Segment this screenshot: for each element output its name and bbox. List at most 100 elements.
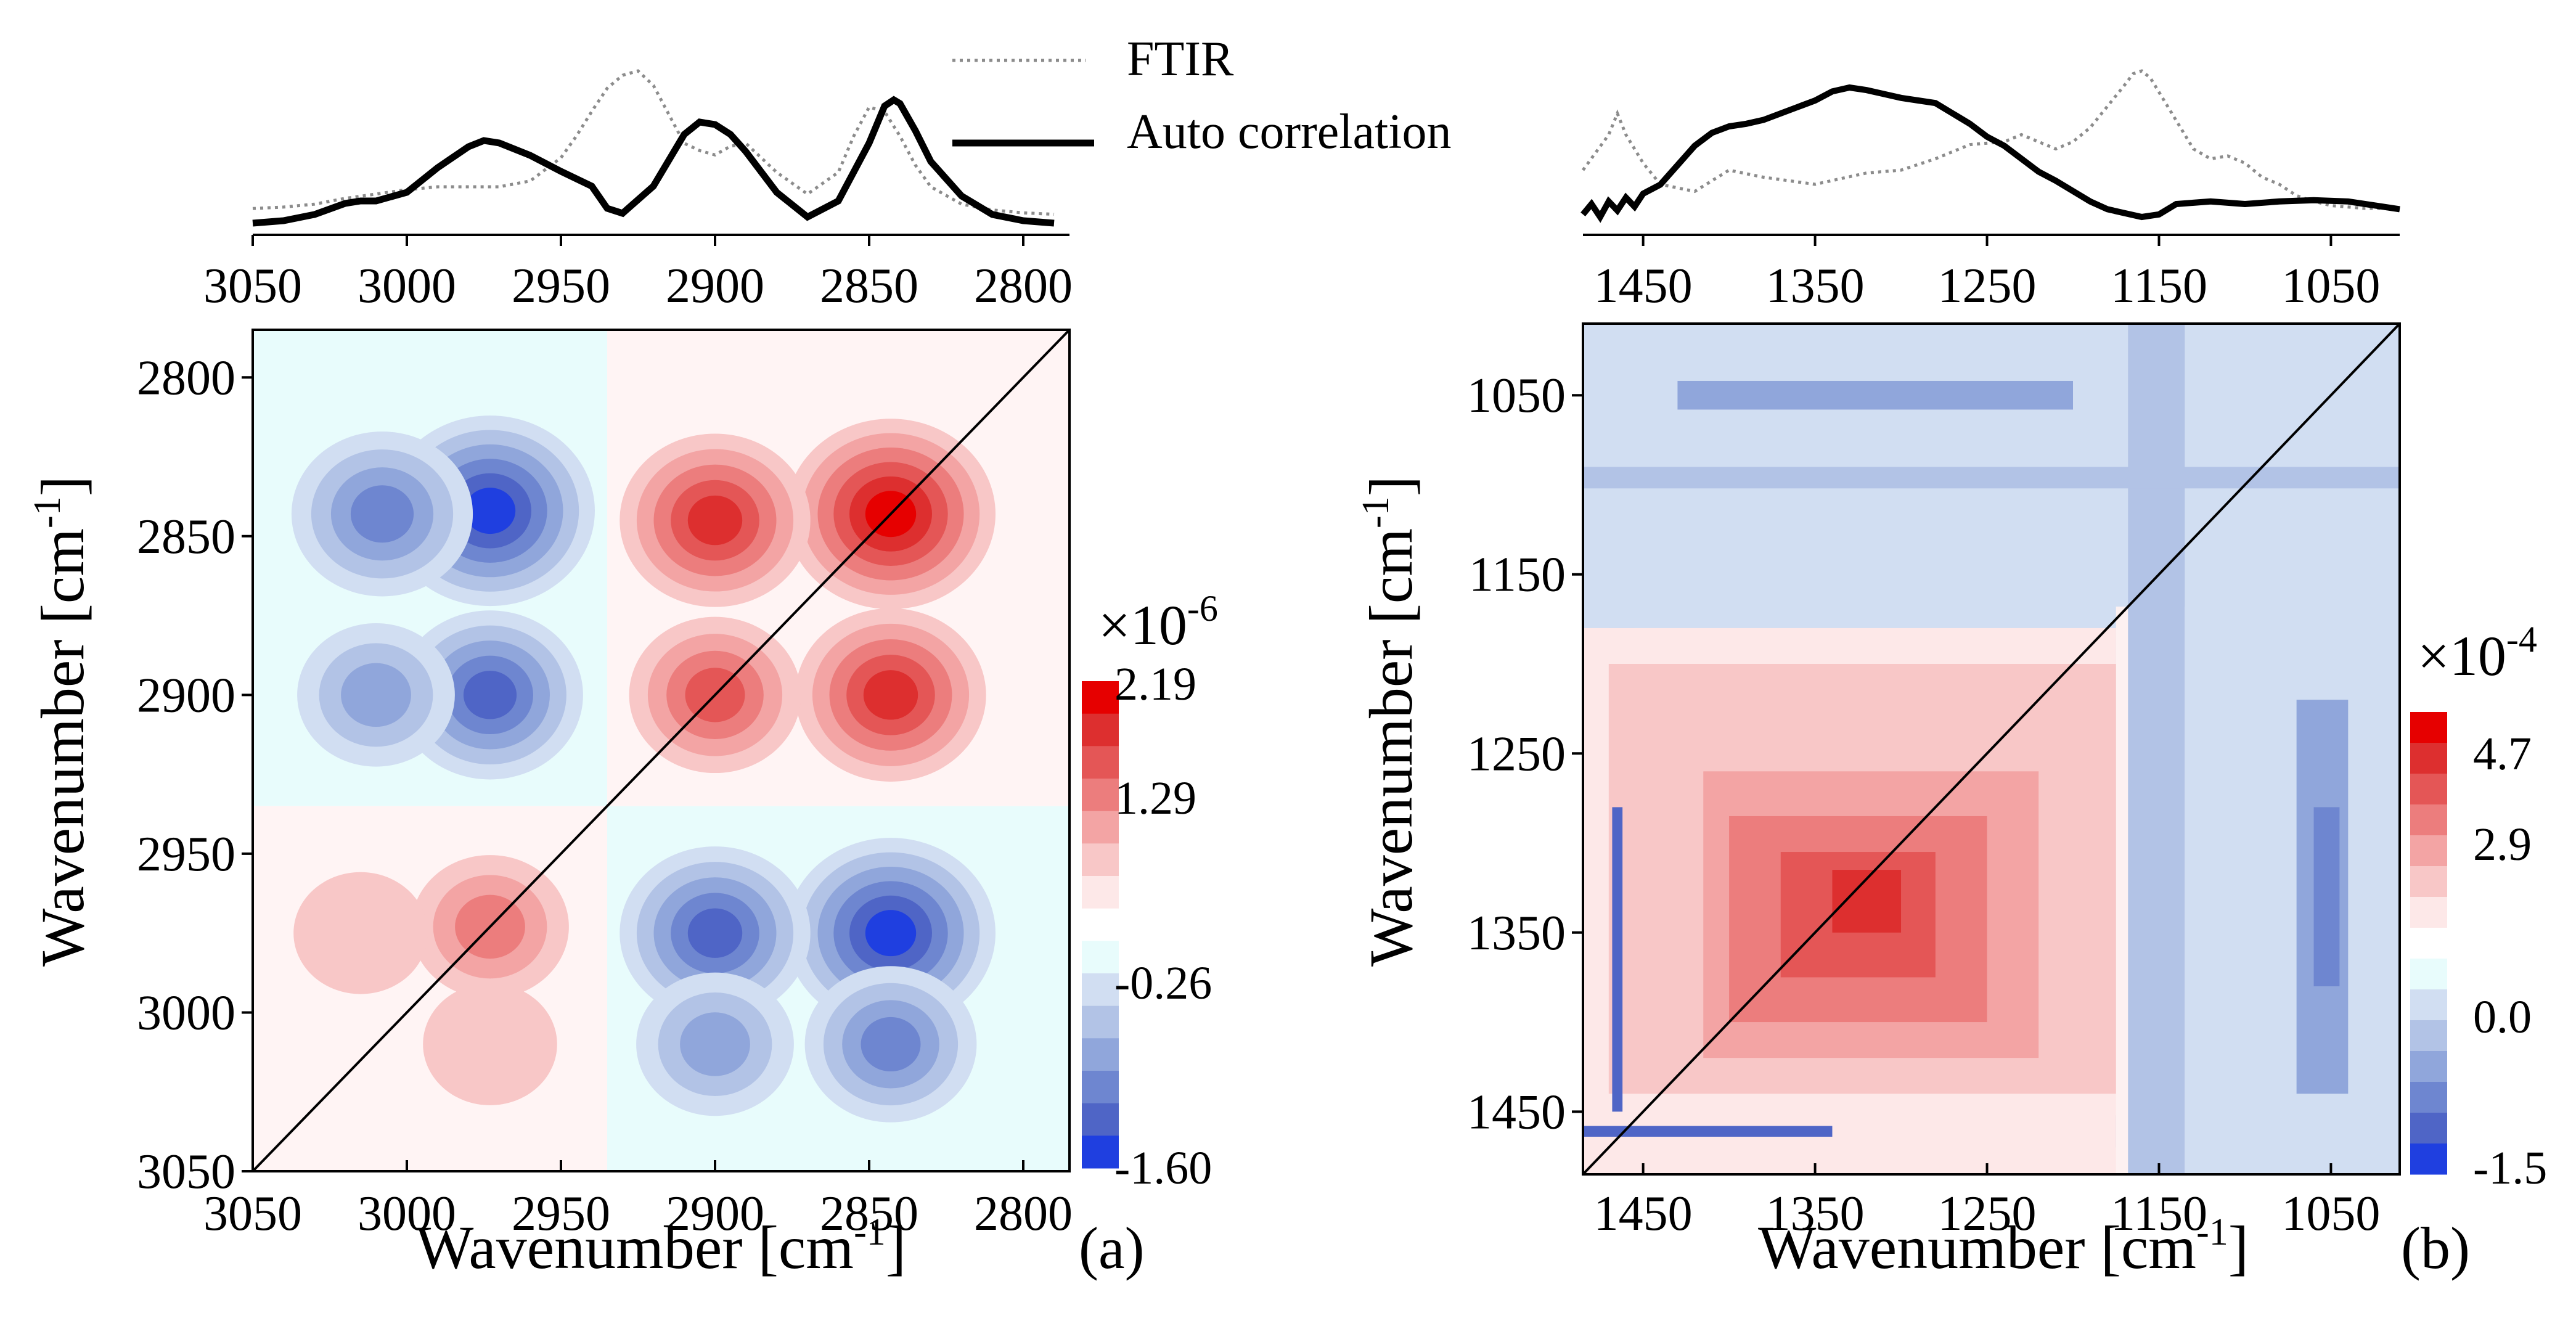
panel-b-colorbar-swatch-10 [2410, 1020, 2447, 1052]
panel-a-top-x-label-2800: 2800 [974, 259, 1073, 313]
panel-b-neg-streak-1150 [1583, 538, 2116, 602]
panel-a-colorbar-swatch-9 [1082, 973, 1119, 1007]
panel-b-colorbar-swatch-3 [2410, 804, 2447, 836]
panel-a-y-axis-title: Wavenumber [cm-1] [27, 476, 97, 967]
panel-b-x-label-1150: 1150 [2111, 1187, 2207, 1241]
panel-a-colorbar-swatch-5 [1082, 843, 1119, 877]
panel-a-contours [291, 415, 996, 1123]
panel-b-neg-streak-1050 [1677, 380, 2073, 410]
panel-b-colorbar-swatch-0 [2410, 712, 2447, 743]
panel-a-heatmap: 3050 3000 2950 2900 2850 2800 2800 2850 2900 295… [137, 329, 1073, 1241]
panel-b-auto-line [1580, 84, 2400, 223]
panel-a-contour-peak9-level4 [463, 671, 517, 719]
panel-a-x-label-2950: 2950 [512, 1187, 610, 1241]
panel-a-colorbar-swatch-8 [1082, 941, 1119, 974]
panel-b-x-axis-title: Wavenumber [cm-1] [1758, 1211, 2249, 1282]
panel-b-y-label-1250: 1250 [1467, 727, 1566, 781]
legend: FTIR Auto correlation [952, 32, 1451, 159]
panel-a-y-label-3000: 3000 [137, 986, 235, 1040]
panel-b-colorbar-swatch-1 [2410, 743, 2447, 774]
panel-a-x-label-3050: 3050 [203, 1187, 302, 1241]
panel-a-x-label-2850: 2850 [820, 1187, 918, 1241]
panel-b-colorbar-label-max: 4.7 [2473, 728, 2532, 780]
panel-a-top-x-label-2850: 2850 [820, 259, 918, 313]
panel-a-top-x-label-2900: 2900 [666, 259, 764, 313]
panel-a-colorbar-label-max: 2.19 [1114, 658, 1196, 710]
panel-a-colorbar-swatch-14 [1082, 1135, 1119, 1169]
panel-b-y-ticks: 1050 1150 1250 1350 1450 [1467, 369, 1583, 1139]
panel-a-colorbar-swatch-13 [1082, 1103, 1119, 1136]
panel-b-neg-streak-1095 [1583, 467, 2400, 489]
panel-b-x-label-1050: 1050 [2281, 1187, 2380, 1241]
panel-b-colorbar-swatch-13 [2410, 1113, 2447, 1144]
panel-b-colorbar-swatch-2 [2410, 774, 2447, 805]
panel-a-contour-peak7-level5 [464, 488, 516, 534]
panel-b-diagonal [1582, 322, 2401, 1176]
panel-b-x-label-1450: 1450 [1594, 1187, 1693, 1241]
panel-b-y-axis-title: Wavenumber [cm-1] [1355, 476, 1425, 967]
panel-a-frame [251, 329, 1071, 1172]
panel-b-top-x-label-1250: 1250 [1938, 259, 2037, 313]
panel-b-y-label-1350: 1350 [1467, 906, 1566, 960]
panel-b-colorbar-swatch-7 [2410, 928, 2447, 959]
panel-b-top-x-label-1350: 1350 [1766, 259, 1865, 313]
panel-a-contour-peak6-level0 [423, 983, 557, 1105]
panel-b-colorbar-swatch-12 [2410, 1082, 2447, 1113]
panel-b-colorbar-label-mid-high: 2.9 [2473, 819, 2532, 870]
panel-a-colorbar-swatch-2 [1082, 746, 1119, 779]
panel-b-y-label-1050: 1050 [1467, 369, 1566, 423]
panel-a-colorbar: ×10-6 2.19 1.29 -0.26 -1.60 [1082, 588, 1218, 1194]
panel-b-neg-line-vertical [1612, 807, 1623, 1112]
panel-b-map [1583, 324, 2400, 1174]
panel-b-y-label-1150: 1150 [1469, 548, 1566, 602]
legend-auto-label: Auto correlation [1127, 105, 1451, 159]
panel-b-colorbar-label-min: -1.5 [2473, 1142, 2547, 1194]
panel-b-heatmap: 1450 1350 1250 1150 1050 1050115012501350145… [1467, 322, 2401, 1241]
panel-b-colorbar: ×10-4 4.7 2.9 0.0 -1.5 [2410, 619, 2547, 1194]
panel-a-colorbar-swatch-1 [1082, 713, 1119, 747]
panel-b-x-label-1250: 1250 [1938, 1187, 2037, 1241]
panel-b-y-label-1450: 1450 [1467, 1085, 1566, 1139]
panel-a-colorbar-swatch-7 [1082, 908, 1119, 941]
panel-b: 1450 1350 1250 1150 1050 1450 1350 1250 1150 105… [1355, 69, 2547, 1282]
panel-b-x-ticks: 1450 1350 1250 1150 1050 [1594, 1163, 2380, 1241]
panel-b-colorbar-exponent: ×10-4 [2418, 619, 2537, 687]
panel-b-colorbar-swatch-6 [2410, 897, 2447, 928]
panel-a-top-x-label-3000: 3000 [358, 259, 456, 313]
panel-a-x-ticks: 3050 3000 2950 2900 2850 2800 [203, 1160, 1073, 1241]
panel-b-neg-column-1050-core [2313, 807, 2340, 986]
panel-b-top-x-label-1150: 1150 [2111, 259, 2207, 313]
panel-b-colorbar-swatch-5 [2410, 866, 2447, 898]
panel-a-contour-peak13-level3 [861, 1017, 921, 1072]
panel-a-top-x-label-3050: 3050 [203, 259, 302, 313]
panel-b-x-label-1350: 1350 [1766, 1187, 1865, 1241]
panel-a-ftir-line [252, 69, 1055, 216]
panel-a-colorbar-swatch-0 [1082, 681, 1119, 714]
panel-a-colorbar-label-mid-low: -0.26 [1114, 957, 1212, 1009]
panel-a-diagonal [251, 329, 1071, 1172]
panel-b-colorbar-label-mid-low: 0.0 [2473, 991, 2532, 1043]
panel-b-colorbar-swatch-14 [2410, 1144, 2447, 1175]
panel-a-auto-line [252, 96, 1055, 227]
panel-a-contour-peak2-level4 [863, 670, 918, 720]
panel-b-colorbar-swatch-11 [2410, 1051, 2447, 1082]
panel-a-x-label-2900: 2900 [666, 1187, 764, 1241]
panel-a-x-label-3000: 3000 [358, 1187, 456, 1241]
panel-a-colorbar-swatch-4 [1082, 811, 1119, 844]
panel-a-colorbar-label-min: -1.60 [1114, 1142, 1212, 1194]
panel-b-colorbar-swatch-9 [2410, 989, 2447, 1021]
panel-a-top-x-label-2950: 2950 [512, 259, 610, 313]
panel-a-top-ticks: 3050 3000 2950 2900 2850 2800 [203, 235, 1073, 313]
panel-a-colorbar-exponent: ×10-6 [1098, 588, 1218, 657]
panel-a-y-label-2850: 2850 [137, 510, 235, 564]
legend-ftir-label: FTIR [1127, 32, 1234, 86]
panel-b-neg-region-lower-right [2185, 607, 2400, 1174]
panel-b-frame [1582, 322, 2401, 1176]
panel-b-top-x-label-1450: 1450 [1594, 259, 1693, 313]
panel-a-contour-peak14-level2 [680, 1012, 750, 1076]
panel-b-neg-band-right [2128, 324, 2185, 1174]
panel-a-y-ticks: 2800 2850 2900 2950 3000 3050 [137, 351, 253, 1199]
panel-a-y-label-2950: 2950 [137, 827, 235, 882]
panel-b-top-ticks: 1450 1350 1250 1150 1050 [1594, 235, 2380, 313]
